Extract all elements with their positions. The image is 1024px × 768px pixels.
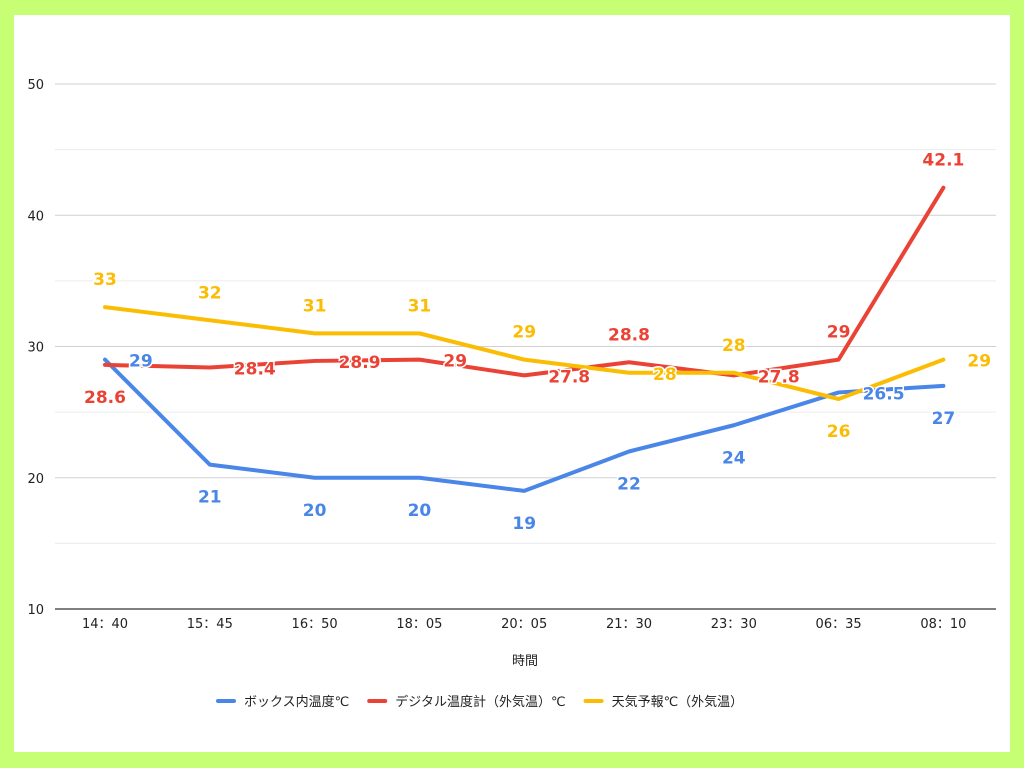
y-tick-label: 10 [27,603,44,618]
data-label: 28.4 [234,360,276,380]
legend-label: 天気予報℃（外気温） [612,694,744,710]
data-label: 20 [303,501,327,521]
data-label: 27.8 [758,367,800,387]
data-label: 20 [408,501,432,521]
data-label: 31 [303,296,327,316]
x-tick-label: 16：50 [292,617,338,632]
data-label: 29 [443,352,467,372]
data-label: 28 [722,336,746,356]
legend-label: ボックス内温度℃ [244,694,349,710]
data-label: 24 [722,448,746,468]
x-tick-label: 08：10 [920,617,966,632]
data-label: 29 [512,323,536,343]
series-line-0 [103,357,946,493]
data-label: 22 [617,475,641,495]
y-tick-label: 40 [27,209,44,224]
data-label: 32 [198,283,222,303]
data-label: 26 [827,422,851,442]
data-label: 21 [198,488,222,508]
data-label: 28.8 [608,325,650,345]
y-tick-label: 30 [27,341,44,356]
x-tick-label: 06：35 [816,617,862,632]
series-line-2 [103,305,946,401]
x-tick-label: 20：05 [501,617,547,632]
data-label: 29 [827,323,851,343]
data-label: 27 [932,409,956,429]
x-tick-label: 23：30 [711,617,757,632]
x-tick-label: 18：05 [396,617,442,632]
y-axis-ticks: 10 20 30 40 50 [27,78,44,618]
data-label: 29 [129,352,153,372]
data-label: 28.9 [339,353,381,373]
x-axis-title: 時間 [512,654,538,669]
series-lines [103,185,946,493]
y-tick-label: 50 [27,78,44,93]
legend-label: デジタル温度計（外気温）℃ [395,694,565,710]
data-label: 28.6 [84,388,126,408]
data-label: 28 [653,365,677,385]
data-label: 19 [512,514,536,534]
data-label: 29 [967,352,991,372]
y-tick-label: 20 [27,472,44,487]
data-label: 26.5 [863,384,905,404]
data-labels: 2928.6332128.4322028.9312029311927.82922… [83,149,993,535]
chart-panel [14,15,1010,752]
grid-lines [55,83,996,610]
x-axis-ticks: 14：40 15：45 16：50 18：05 20：05 21：30 23：30 06：35… [82,617,966,632]
x-tick-label: 21：30 [606,617,652,632]
x-tick-label: 15：45 [187,617,233,632]
x-tick-label: 14：40 [82,617,128,632]
data-label: 31 [408,296,432,316]
legend: ボックス内温度℃ デジタル温度計（外気温）℃ 天気予報℃（外気温） [216,694,744,710]
data-label: 42.1 [922,151,964,171]
series-line-1 [103,185,946,378]
data-label: 33 [93,270,117,290]
data-label: 27.8 [548,367,590,387]
